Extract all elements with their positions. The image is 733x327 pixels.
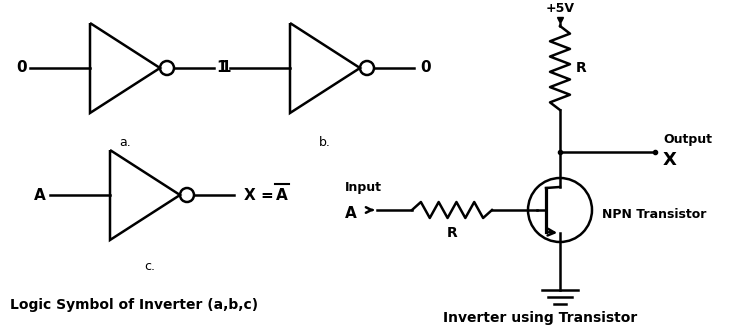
Text: b.: b. <box>319 136 331 149</box>
Text: c.: c. <box>144 261 155 273</box>
Text: X: X <box>663 151 677 169</box>
Text: +5V: +5V <box>545 2 575 15</box>
Text: NPN Transistor: NPN Transistor <box>602 209 707 221</box>
Text: Output: Output <box>663 133 712 146</box>
Text: Logic Symbol of Inverter (a,b,c): Logic Symbol of Inverter (a,b,c) <box>10 298 258 312</box>
Text: A: A <box>345 205 357 220</box>
Text: R: R <box>446 226 457 240</box>
Text: 1: 1 <box>221 60 231 76</box>
Text: Input: Input <box>345 181 382 195</box>
Text: a.: a. <box>119 136 131 149</box>
Text: Inverter using Transistor: Inverter using Transistor <box>443 311 637 325</box>
Text: 1: 1 <box>217 60 227 76</box>
Text: R: R <box>576 61 586 75</box>
Text: X =: X = <box>244 187 279 202</box>
Text: A: A <box>276 187 288 202</box>
Text: A: A <box>34 187 46 202</box>
Text: 0: 0 <box>421 60 431 76</box>
Text: 0: 0 <box>17 60 27 76</box>
